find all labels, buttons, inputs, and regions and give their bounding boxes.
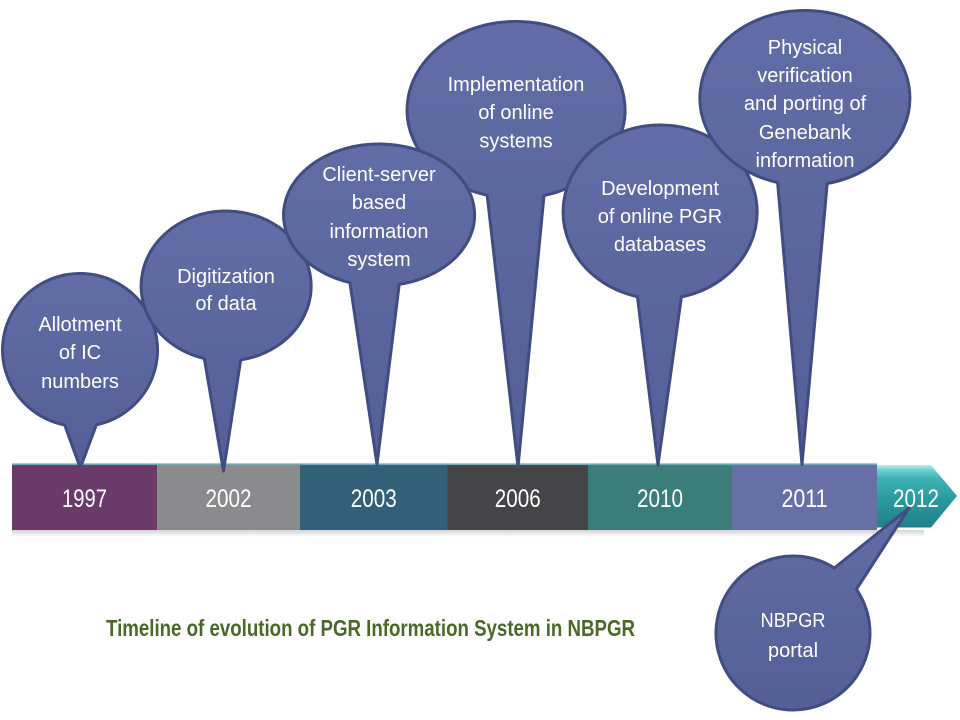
- svg-text:Allotment: Allotment: [38, 314, 122, 336]
- svg-text:portal: portal: [768, 640, 818, 662]
- svg-text:2012: 2012: [893, 485, 939, 513]
- svg-text:based: based: [352, 192, 407, 214]
- svg-text:verification: verification: [757, 65, 853, 87]
- svg-text:system: system: [347, 249, 410, 271]
- svg-text:Genebank: Genebank: [759, 122, 852, 144]
- svg-text:databases: databases: [614, 234, 706, 256]
- svg-text:2010: 2010: [637, 485, 683, 513]
- svg-text:systems: systems: [479, 131, 552, 153]
- svg-text:2003: 2003: [351, 485, 397, 513]
- svg-text:of online PGR: of online PGR: [598, 206, 723, 228]
- svg-text:of IC: of IC: [59, 342, 101, 364]
- svg-text:Physical: Physical: [768, 37, 842, 59]
- svg-text:and porting of: and porting of: [744, 93, 867, 115]
- svg-text:1997: 1997: [62, 485, 107, 513]
- svg-text:Client-server: Client-server: [322, 164, 436, 186]
- svg-text:Timeline of evolution of PGR I: Timeline of evolution of PGR Information…: [106, 615, 635, 641]
- svg-text:NBPGR: NBPGR: [761, 610, 826, 632]
- svg-text:of data: of data: [195, 293, 257, 315]
- svg-text:information: information: [330, 221, 429, 243]
- svg-text:numbers: numbers: [41, 371, 119, 393]
- svg-text:2011: 2011: [782, 485, 828, 513]
- svg-text:Digitization: Digitization: [177, 266, 275, 288]
- svg-text:of online: of online: [478, 102, 554, 124]
- svg-text:Implementation: Implementation: [448, 74, 585, 96]
- svg-text:information: information: [756, 150, 855, 172]
- svg-text:Development: Development: [601, 178, 719, 200]
- svg-text:2002: 2002: [206, 485, 252, 513]
- svg-text:2006: 2006: [495, 485, 541, 513]
